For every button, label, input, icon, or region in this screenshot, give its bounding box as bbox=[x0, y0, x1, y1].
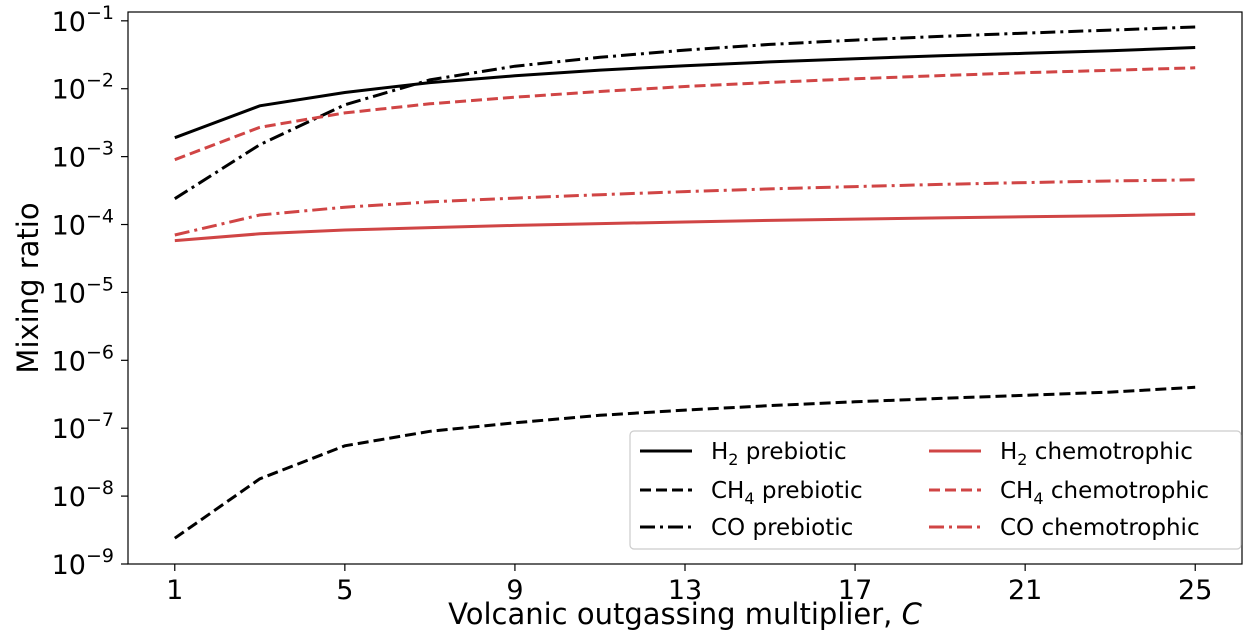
legend-label: CH4 prebiotic bbox=[711, 478, 863, 508]
x-tick-label: 13 bbox=[668, 575, 702, 606]
legend-label: H2 chemotrophic bbox=[1000, 439, 1193, 469]
series-line-ch4-chemotrophic bbox=[174, 66, 1196, 162]
legend: H2 prebiotic CH4 prebiotic CO prebiotic H2 … bbox=[629, 430, 1242, 550]
legend-label: CO chemotrophic bbox=[1000, 515, 1200, 541]
x-tick-label: 25 bbox=[1178, 575, 1212, 606]
x-tick-label: 5 bbox=[336, 575, 353, 606]
x-tick-label: 17 bbox=[838, 575, 872, 606]
y-tick-label: 10−1 bbox=[52, 2, 114, 38]
y-tick-label: 10−9 bbox=[52, 545, 114, 581]
x-tick-label: 9 bbox=[506, 575, 523, 606]
y-axis: 10−9 10−8 10−7 10−6 10−5 10−4 10−3 10−2 10−1 bbox=[52, 2, 128, 581]
y-tick-label: 10−2 bbox=[52, 70, 114, 106]
series-line-co-prebiotic bbox=[173, 25, 1196, 200]
y-axis-label: Mixing ratio bbox=[11, 202, 45, 373]
x-axis: 1 5 9 13 17 21 25 bbox=[166, 564, 1212, 606]
legend-label: CO prebiotic bbox=[711, 515, 853, 541]
x-tick-label: 21 bbox=[1008, 575, 1042, 606]
legend-label: H2 prebiotic bbox=[711, 439, 847, 469]
y-tick-label: 10−8 bbox=[52, 477, 114, 513]
series-line-co-chemotrophic bbox=[174, 178, 1196, 237]
series-layer bbox=[173, 25, 1196, 540]
series-line-h2-prebiotic bbox=[174, 46, 1196, 140]
x-axis-label-variable: C bbox=[902, 597, 923, 631]
x-tick-label: 1 bbox=[166, 575, 183, 606]
y-tick-label: 10−7 bbox=[52, 409, 114, 445]
y-tick-label: 10−4 bbox=[52, 206, 114, 242]
series-line-h2-chemotrophic bbox=[174, 212, 1196, 243]
legend-label: CH4 chemotrophic bbox=[1000, 478, 1209, 508]
y-tick-label: 10−5 bbox=[52, 273, 114, 309]
y-tick-label: 10−6 bbox=[52, 341, 114, 377]
x-axis-label: Volcanic outgassing multiplier, C bbox=[448, 597, 923, 631]
y-tick-label: 10−3 bbox=[52, 138, 114, 174]
series-line-ch4-prebiotic bbox=[173, 385, 1196, 540]
